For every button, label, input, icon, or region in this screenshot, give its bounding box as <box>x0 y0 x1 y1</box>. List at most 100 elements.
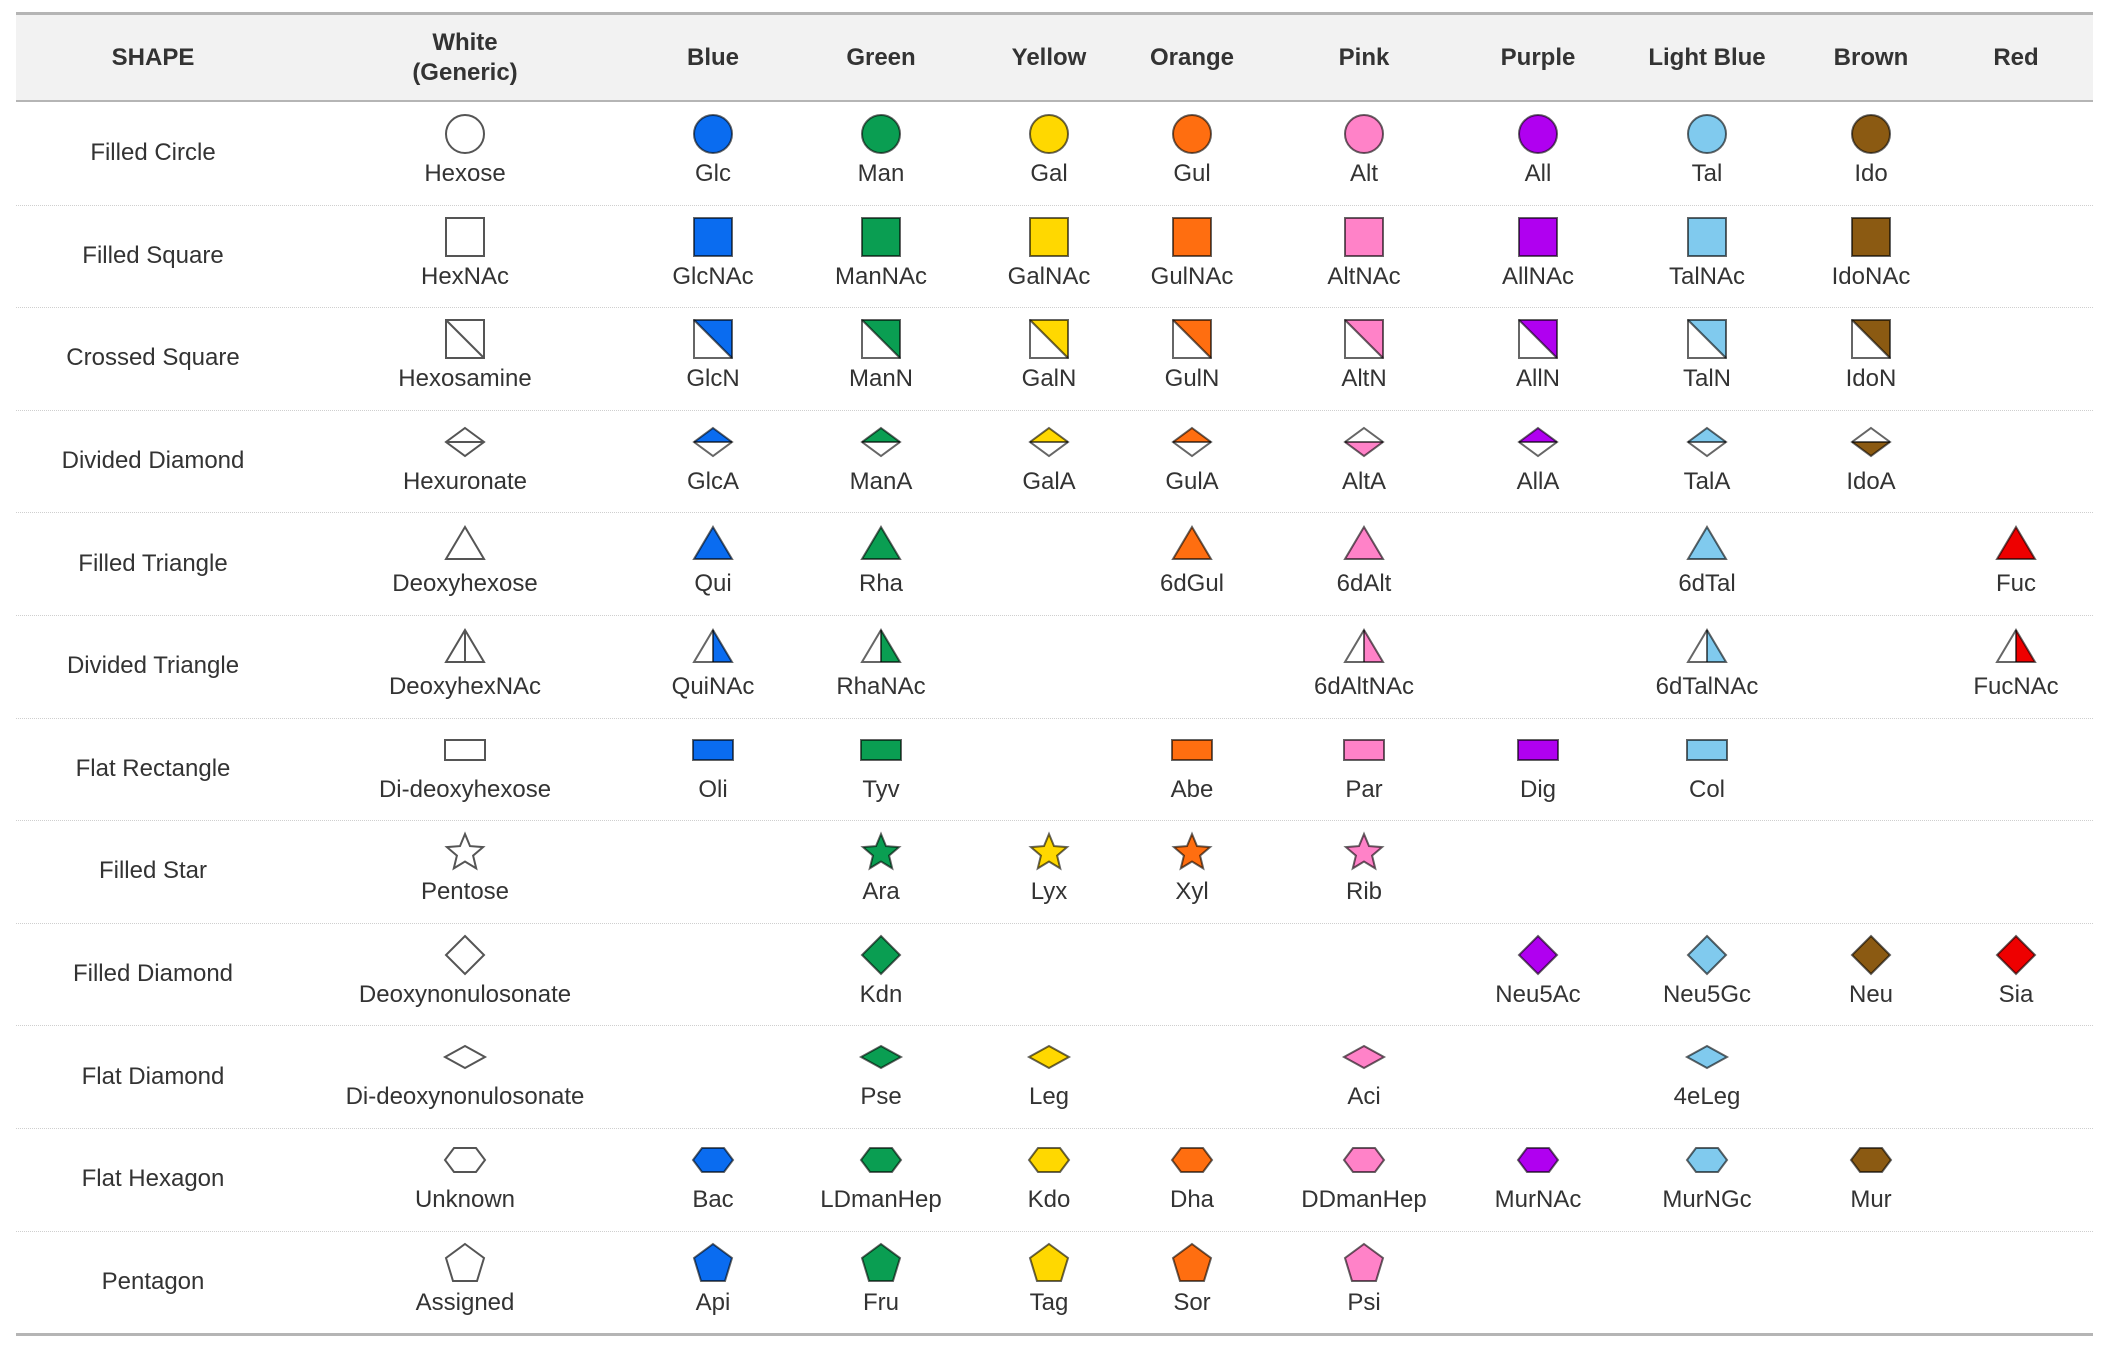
monosaccharide-cell: ManNAc <box>751 205 1011 308</box>
monosaccharide-cell: TalA <box>1577 410 1837 513</box>
crossed-square-symbol-icon <box>1172 319 1212 360</box>
monosaccharide-cell: GulNAc <box>1062 205 1322 308</box>
diamond-symbol-icon <box>1850 934 1892 976</box>
shape-name: Filled Triangle <box>78 549 228 577</box>
monosaccharide-cell: MurNAc <box>1408 1128 1668 1231</box>
divided-diamond-symbol-icon <box>692 426 734 458</box>
monosaccharide-label: GulNAc <box>1150 262 1234 290</box>
header-color-red: Red <box>1993 43 2039 71</box>
monosaccharide-label: DeoxyhexNAc <box>388 673 542 700</box>
flat-hexagon-symbol-icon <box>443 1147 487 1173</box>
monosaccharide-cell: Kdo <box>919 1128 1179 1231</box>
crossed-square-symbol-icon <box>1851 319 1891 360</box>
monosaccharide-label: AltNAc <box>1327 262 1401 290</box>
crossed-square-symbol-icon <box>1518 319 1558 360</box>
triangle-symbol-icon <box>444 525 486 561</box>
monosaccharide-cell: Fru <box>751 1231 1011 1334</box>
header-color-purple: Purple <box>1500 43 1576 71</box>
monosaccharide-cell: IdoN <box>1741 307 2001 410</box>
monosaccharide-cell: Col <box>1577 718 1837 821</box>
table-row: Flat Rectangle Di-deoxyhexose Oli Tyv Abe Par… <box>16 718 2093 822</box>
monosaccharide-cell: Gal <box>919 102 1179 205</box>
monosaccharide-label: Dha <box>1169 1186 1215 1213</box>
monosaccharide-label: Tal <box>1691 160 1723 187</box>
monosaccharide-label: IdoNAc <box>1831 262 1911 290</box>
monosaccharide-cell: AltNAc <box>1234 205 1494 308</box>
flat-rectangle-symbol-icon <box>1343 738 1385 761</box>
monosaccharide-cell: Rib <box>1234 820 1494 923</box>
monosaccharide-cell: Dha <box>1062 1128 1322 1231</box>
monosaccharide-cell: Lyx <box>919 820 1179 923</box>
monosaccharide-label: HexNAc <box>420 262 510 290</box>
monosaccharide-cell: AltN <box>1234 307 1494 410</box>
crossed-square-symbol-icon <box>445 319 485 360</box>
monosaccharide-label: TalNAc <box>1668 262 1746 290</box>
circle-symbol-icon <box>861 114 901 154</box>
monosaccharide-cell: AllN <box>1408 307 1668 410</box>
table-row: Flat Diamond Di-deoxynonulosonate Pse Leg Ac… <box>16 1025 2093 1129</box>
monosaccharide-cell: Gul <box>1062 102 1322 205</box>
crossed-square-symbol-icon <box>861 319 901 360</box>
shape-name: Crossed Square <box>66 344 240 372</box>
triangle-symbol-icon <box>1343 525 1385 561</box>
table-row: Flat Hexagon Unknown Bac LDmanHep Kdo Dha DDma… <box>16 1128 2093 1232</box>
monosaccharide-label: Tyv <box>862 775 900 803</box>
shape-name: Filled Circle <box>90 139 216 167</box>
monosaccharide-cell: Tag <box>919 1231 1179 1334</box>
divided-triangle-symbol-icon <box>1343 628 1385 663</box>
monosaccharide-cell: All <box>1408 102 1668 205</box>
monosaccharide-cell: GalN <box>919 307 1179 410</box>
monosaccharide-label: Gal <box>1030 160 1068 187</box>
square-symbol-icon <box>1518 216 1558 257</box>
circle-symbol-icon <box>1029 114 1069 154</box>
diamond-symbol-icon <box>444 934 486 976</box>
monosaccharide-label: Col <box>1688 775 1725 803</box>
monosaccharide-label: Psi <box>1347 1288 1381 1316</box>
pentagon-symbol-icon <box>1171 1242 1213 1282</box>
monosaccharide-cell: 6dAltNAc <box>1234 615 1494 718</box>
monosaccharide-label: GulA <box>1165 467 1219 495</box>
header-color-blue: Blue <box>686 43 739 71</box>
monosaccharide-cell: TalNAc <box>1577 205 1837 308</box>
monosaccharide-cell: Qui <box>583 512 843 615</box>
monosaccharide-cell: Xyl <box>1062 820 1322 923</box>
monosaccharide-cell: Unknown <box>335 1128 595 1231</box>
monosaccharide-label: Oli <box>698 775 728 803</box>
header-color-yellow: Yellow <box>1011 43 1087 71</box>
circle-symbol-icon <box>1518 114 1558 154</box>
monosaccharide-cell: Tal <box>1577 102 1837 205</box>
table-row: Pentagon Assigned Api Fru Tag Sor Psi <box>16 1231 2093 1337</box>
monosaccharide-label: Lyx <box>1030 878 1068 906</box>
monosaccharide-cell: Hexose <box>335 102 595 205</box>
monosaccharide-cell: 4eLeg <box>1577 1025 1837 1128</box>
monosaccharide-label: All <box>1524 160 1552 187</box>
flat-rectangle-symbol-icon <box>1686 738 1728 761</box>
square-symbol-icon <box>1687 216 1727 257</box>
monosaccharide-label: Hexose <box>424 160 506 187</box>
header-color-brown: Brown <box>1833 43 1909 71</box>
flat-hexagon-symbol-icon <box>859 1147 903 1173</box>
flat-diamond-symbol-icon <box>1026 1045 1072 1070</box>
crossed-square-symbol-icon <box>1687 319 1727 360</box>
monosaccharide-label: Glc <box>695 160 731 187</box>
divided-diamond-symbol-icon <box>860 426 902 458</box>
monosaccharide-cell: AllNAc <box>1408 205 1668 308</box>
monosaccharide-cell: Tyv <box>751 718 1011 821</box>
monosaccharide-cell: Ara <box>751 820 1011 923</box>
square-symbol-icon <box>1851 216 1891 257</box>
crossed-square-symbol-icon <box>1344 319 1384 360</box>
monosaccharide-label: Pse <box>860 1083 902 1111</box>
monosaccharide-label: AltN <box>1341 365 1387 393</box>
monosaccharide-label: RhaNAc <box>836 673 926 700</box>
divided-triangle-symbol-icon <box>860 628 902 663</box>
monosaccharide-cell: DDmanHep <box>1234 1128 1494 1231</box>
monosaccharide-cell: GalA <box>919 410 1179 513</box>
monosaccharide-label: Deoxynonulosonate <box>358 980 572 1008</box>
monosaccharide-label: Gul <box>1173 160 1211 187</box>
monosaccharide-cell: AllA <box>1408 410 1668 513</box>
diamond-symbol-icon <box>860 934 902 976</box>
monosaccharide-cell: Neu5Gc <box>1577 923 1837 1026</box>
monosaccharide-label: 4eLeg <box>1673 1083 1741 1111</box>
monosaccharide-label: AllNAc <box>1501 262 1574 290</box>
square-symbol-icon <box>861 216 901 257</box>
